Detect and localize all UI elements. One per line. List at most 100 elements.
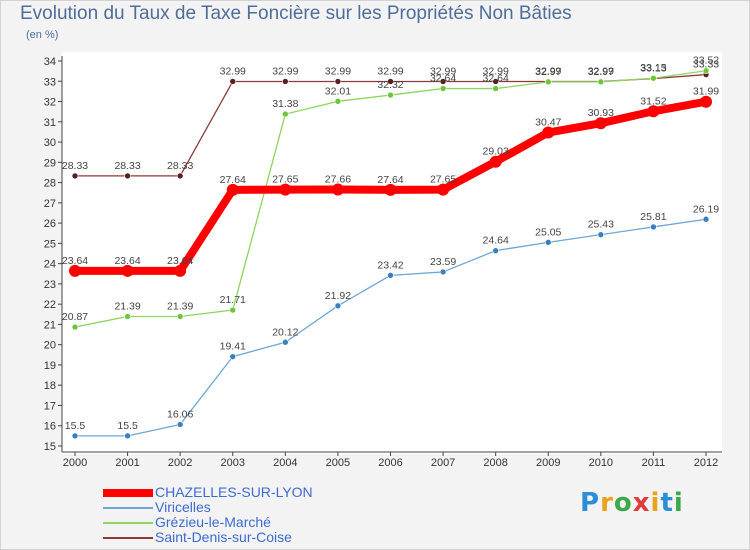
x-tick-label: 2004 (273, 457, 297, 469)
data-label: 15.5 (117, 420, 138, 432)
y-tick-label: 18 (44, 380, 56, 392)
data-point (439, 85, 447, 92)
y-axis-unit: (en %) (26, 29, 59, 41)
y-tick-label: 30 (44, 137, 56, 149)
data-point (492, 85, 499, 92)
data-point (334, 302, 342, 310)
x-tick-label: 2007 (431, 457, 455, 469)
legend-label: Viricelles (155, 499, 211, 515)
x-tick-label: 2012 (694, 457, 718, 469)
logo-letter: i (673, 488, 684, 518)
data-point (176, 313, 184, 320)
data-label: 19.41 (220, 341, 246, 353)
data-label: 32.64 (483, 73, 509, 85)
data-point (176, 421, 184, 428)
y-tick-label: 21 (44, 319, 56, 331)
data-label: 33.13 (640, 63, 666, 75)
x-tick-label: 2003 (221, 457, 245, 469)
data-point (176, 172, 184, 180)
proxiti-logo: Proxiti (580, 488, 684, 518)
data-point (229, 353, 237, 360)
data-label: 28.33 (167, 160, 193, 172)
data-point (542, 126, 555, 139)
data-label: 32.97 (588, 66, 614, 78)
legend-swatch (103, 507, 153, 509)
data-label: 32.99 (325, 65, 351, 77)
x-tick-label: 2001 (115, 457, 139, 469)
data-point (71, 323, 79, 331)
legend-label: Saint-Denis-sur-Coise (155, 529, 292, 545)
data-point (124, 172, 131, 180)
data-label: 27.65 (430, 174, 456, 186)
data-label: 33.52 (693, 55, 719, 67)
data-point (282, 78, 289, 85)
data-label: 25.05 (535, 226, 561, 238)
data-point (489, 155, 502, 168)
y-tick-label: 32 (44, 97, 56, 109)
data-label: 21.71 (220, 294, 246, 306)
y-tick-label: 25 (44, 238, 56, 250)
y-tick-label: 29 (44, 157, 56, 169)
data-label: 32.32 (377, 79, 403, 91)
data-point (124, 313, 131, 320)
data-label: 28.33 (114, 160, 140, 172)
data-label: 32.99 (430, 65, 456, 77)
y-tick-label: 34 (44, 56, 56, 68)
legend-label: CHAZELLES-SUR-LYON (155, 484, 313, 500)
data-point (492, 78, 499, 85)
data-label: 21.39 (114, 301, 140, 313)
data-label: 32.99 (535, 65, 561, 77)
x-tick-label: 2000 (63, 457, 87, 469)
data-label: 32.64 (430, 73, 456, 85)
data-point (492, 247, 499, 254)
data-point (387, 272, 394, 279)
x-tick-label: 2010 (589, 457, 613, 469)
data-label: 24.64 (483, 235, 509, 247)
data-label: 32.99 (588, 65, 614, 77)
y-tick-label: 26 (44, 218, 56, 230)
data-point (71, 172, 79, 180)
data-label: 32.99 (377, 65, 403, 77)
data-point (69, 264, 81, 277)
data-label: 31.99 (693, 86, 719, 98)
data-label: 27.65 (272, 174, 298, 186)
y-tick-label: 20 (44, 340, 56, 352)
data-point (282, 110, 289, 118)
data-label: 25.81 (640, 211, 666, 223)
data-point (334, 98, 342, 105)
data-label: 32.99 (272, 65, 298, 77)
data-label: 32.01 (325, 85, 351, 97)
data-point (387, 91, 394, 99)
data-label: 23.59 (430, 256, 456, 268)
y-tick-label: 28 (44, 178, 56, 190)
data-label: 32.97 (535, 66, 561, 78)
data-label: 31.38 (272, 98, 298, 110)
data-label: 26.19 (693, 203, 719, 215)
data-label: 33.33 (693, 59, 719, 71)
data-label: 27.64 (220, 174, 246, 186)
data-label: 21.92 (325, 290, 351, 302)
data-point (174, 264, 187, 277)
chart-title: Evolution du Taux de Taxe Foncière sur l… (20, 3, 572, 24)
data-point (437, 183, 450, 196)
data-label: 21.39 (167, 301, 193, 313)
data-point (544, 239, 552, 246)
data-point (331, 183, 344, 196)
data-point (124, 432, 131, 440)
logo-letter: o (613, 488, 633, 518)
legend-swatch (103, 537, 153, 539)
x-tick-label: 2002 (168, 457, 192, 469)
y-tick-label: 17 (44, 400, 56, 412)
data-label: 23.64 (167, 255, 193, 267)
data-label: 20.87 (62, 311, 88, 323)
y-tick-label: 31 (44, 117, 56, 129)
data-point (71, 432, 79, 440)
data-label: 31.52 (640, 95, 666, 107)
data-label: 30.93 (588, 107, 614, 119)
y-tick-label: 15 (44, 441, 56, 453)
data-label: 30.47 (535, 117, 561, 129)
data-point (597, 231, 605, 238)
data-point (334, 78, 342, 85)
data-label: 28.33 (62, 160, 88, 172)
